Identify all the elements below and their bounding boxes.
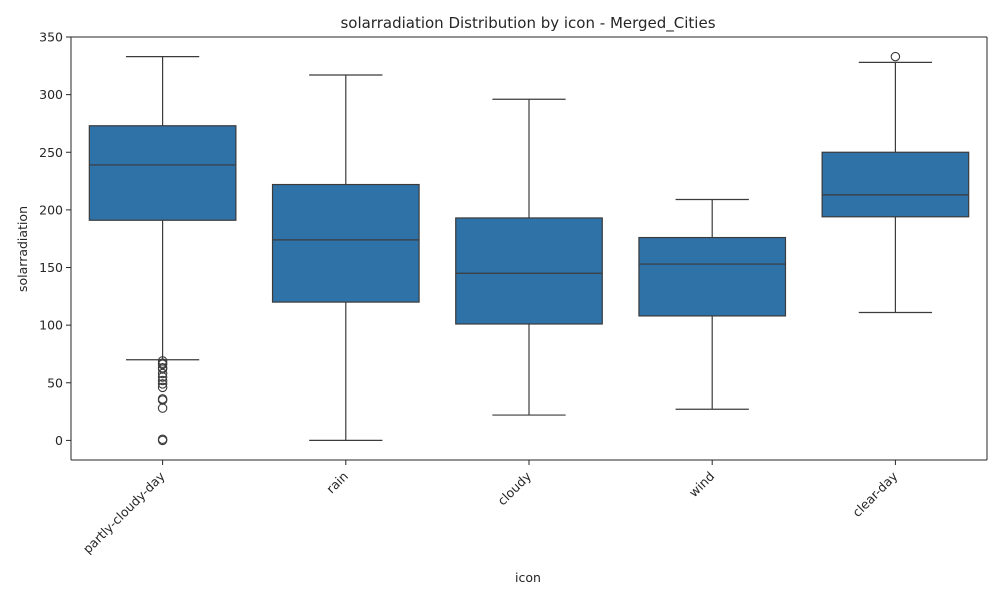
- box-group-rain: [271, 74, 420, 442]
- box-group-wind: [638, 198, 787, 410]
- y-tick-label: 250: [39, 145, 63, 160]
- iqr-box: [638, 236, 787, 317]
- y-axis-label: solarradiation: [15, 206, 30, 292]
- iqr-box: [821, 151, 970, 218]
- outlier-point: [890, 51, 901, 62]
- y-tick-label: 100: [39, 318, 63, 333]
- x-tick-label: partly-cloudy-day: [80, 468, 168, 556]
- outlier-point: [157, 359, 168, 370]
- x-axis-label: icon: [515, 570, 541, 585]
- y-tick-label: 350: [39, 30, 63, 45]
- iqr-box: [88, 125, 237, 221]
- x-tick-label: rain: [323, 469, 351, 497]
- outlier-point: [157, 372, 168, 382]
- outlier-point: [157, 382, 168, 393]
- outlier-point: [157, 375, 168, 386]
- y-tick-label: 0: [55, 433, 63, 448]
- iqr-box: [271, 183, 420, 303]
- y-tick-label: 150: [39, 260, 63, 275]
- outlier-point: [157, 435, 168, 446]
- x-tick-label: cloudy: [494, 468, 534, 508]
- outlier-point: [157, 379, 168, 389]
- x-tick-label: wind: [686, 469, 718, 501]
- box-group-clear-day: [821, 51, 970, 314]
- outlier-point: [157, 368, 168, 379]
- plot-area: 0 50 100 150 200 250 300 350 partly-cloudy-day ra…: [39, 30, 988, 556]
- chart-title: solarradiation Distribution by icon - Me…: [340, 14, 715, 33]
- x-tick-label: clear-day: [849, 468, 901, 520]
- outlier-point: [157, 403, 168, 413]
- y-tick-label: 50: [47, 375, 63, 390]
- box-group-cloudy: [455, 98, 603, 416]
- iqr-box: [455, 217, 603, 325]
- y-tick-label: 200: [39, 202, 63, 217]
- box-group-partly-cloudy-day: [88, 55, 237, 446]
- y-tick-label: 300: [39, 87, 63, 102]
